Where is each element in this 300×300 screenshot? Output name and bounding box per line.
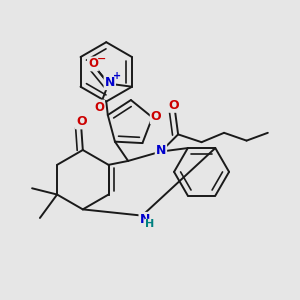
Text: H: H (146, 219, 154, 230)
Text: O: O (76, 116, 87, 128)
Text: O: O (94, 100, 104, 113)
Text: O: O (88, 57, 98, 70)
Text: −: − (97, 54, 106, 64)
Text: O: O (151, 110, 161, 123)
Text: N: N (156, 144, 166, 157)
Text: N: N (140, 213, 150, 226)
Text: +: + (113, 71, 121, 81)
Text: N: N (105, 76, 115, 89)
Text: O: O (168, 99, 179, 112)
